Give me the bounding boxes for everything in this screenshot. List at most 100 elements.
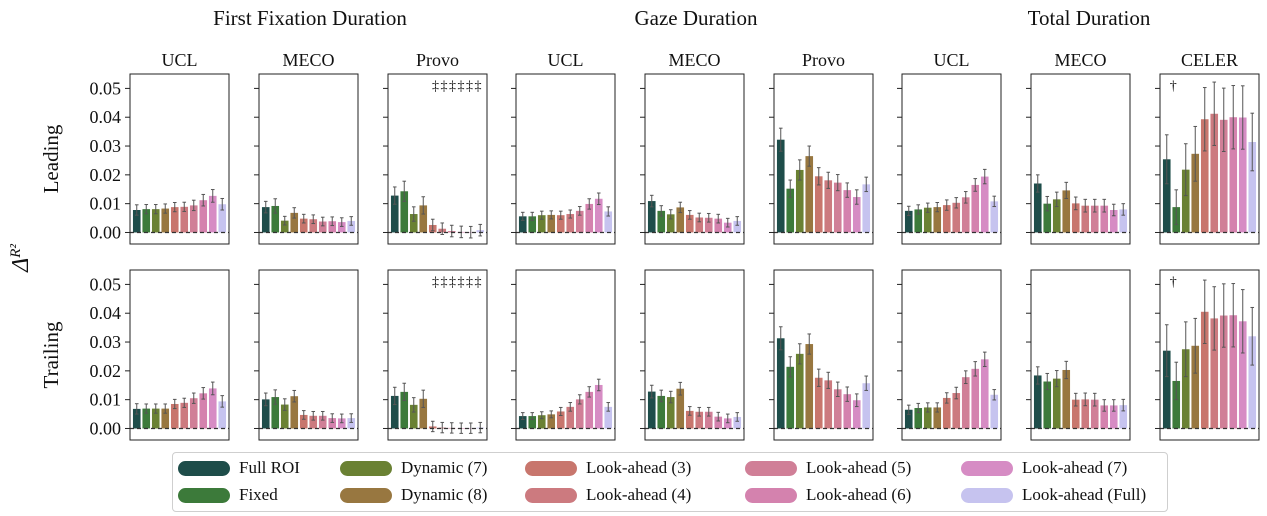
bar-dynamic-8 xyxy=(290,212,299,233)
legend-swatch xyxy=(525,487,577,503)
bar-look-ahead-6 xyxy=(328,418,337,429)
bar-fixed xyxy=(657,210,666,233)
bar-look-ahead-5 xyxy=(318,415,327,429)
bar-look-ahead-full xyxy=(862,184,871,233)
bar-dynamic-8 xyxy=(547,414,556,429)
bar-look-ahead-full xyxy=(1119,405,1128,429)
legend-swatch xyxy=(745,460,797,476)
y-tick-label: 0.04 xyxy=(90,303,122,323)
bar-look-ahead-7 xyxy=(1109,405,1118,429)
bar-look-ahead-full xyxy=(604,406,613,429)
bar-look-ahead-7 xyxy=(980,176,989,233)
bar-dynamic-7 xyxy=(151,408,160,429)
bar-look-ahead-4 xyxy=(1081,205,1090,233)
subplot-trailing-total-duration-ucl xyxy=(897,269,1002,441)
legend-label: Look-ahead (6) xyxy=(806,485,912,504)
panel-first-fixation-duration-meco: MECO xyxy=(254,50,359,441)
bar-look-ahead-7 xyxy=(723,418,732,429)
bar-look-ahead-full xyxy=(604,211,613,233)
bar-look-ahead-4 xyxy=(180,206,189,233)
bar-look-ahead-3 xyxy=(556,215,565,233)
bar-look-ahead-6 xyxy=(1100,205,1109,233)
bar-fixed xyxy=(1172,380,1181,429)
bar-look-ahead-7 xyxy=(337,418,346,429)
bar-look-ahead-7 xyxy=(208,195,217,233)
bar-dynamic-8 xyxy=(933,407,942,429)
bar-look-ahead-6 xyxy=(1229,117,1238,233)
subplot-leading-first-fixation-duration-meco xyxy=(254,73,359,245)
panel-title-gaze-duration-meco: MECO xyxy=(668,50,720,70)
axes-frame xyxy=(901,73,1002,245)
bar-full-roi xyxy=(1162,159,1171,233)
y-tick-label: 0.02 xyxy=(90,361,122,381)
bar-look-ahead-4 xyxy=(824,380,833,429)
legend-label: Look-ahead (5) xyxy=(806,458,912,477)
bar-look-ahead-5 xyxy=(1090,205,1099,233)
bar-full-roi xyxy=(904,210,913,233)
legend-label: Look-ahead (4) xyxy=(586,485,692,504)
bar-dynamic-7 xyxy=(795,169,804,233)
bar-look-ahead-3 xyxy=(814,176,823,233)
axes-frame xyxy=(901,269,1002,441)
bar-look-ahead-6 xyxy=(328,221,337,233)
subplot-trailing-first-fixation-duration-ucl: 0.00 0.01 0.02 0.03 0.04 0.05 xyxy=(90,269,230,441)
bar-full-roi xyxy=(776,338,785,429)
panel-total-duration-meco: MECO xyxy=(1026,50,1131,441)
bar-dynamic-7 xyxy=(1052,199,1061,233)
group-title-first-fixation-duration: First Fixation Duration xyxy=(213,6,407,30)
legend-swatch xyxy=(961,460,1013,476)
y-tick-label: 0.05 xyxy=(90,274,122,294)
bar-dynamic-8 xyxy=(161,208,170,233)
bar-look-ahead-4 xyxy=(1210,318,1219,429)
axes-frame xyxy=(1030,73,1131,245)
bar-dynamic-8 xyxy=(676,388,685,429)
bar-look-ahead-4 xyxy=(309,415,318,429)
bar-look-ahead-full xyxy=(990,201,999,233)
subplot-leading-total-duration-celer: † xyxy=(1155,73,1260,245)
significance-annotation: † xyxy=(1170,79,1179,94)
subplot-trailing-first-fixation-duration-meco xyxy=(254,269,359,441)
bar-look-ahead-7 xyxy=(1238,321,1247,429)
significance-annotation: ‡‡‡‡‡‡ xyxy=(432,275,483,290)
bar-look-ahead-3 xyxy=(299,414,308,429)
bar-look-ahead-7 xyxy=(208,388,217,429)
axes-frame xyxy=(644,269,745,441)
bar-look-ahead-4 xyxy=(824,180,833,233)
bar-dynamic-7 xyxy=(1052,378,1061,429)
bar-look-ahead-3 xyxy=(814,377,823,429)
legend-swatch xyxy=(178,487,230,503)
bar-look-ahead-5 xyxy=(704,217,713,233)
bar-look-ahead-full xyxy=(1248,142,1257,233)
legend-swatch xyxy=(745,487,797,503)
bar-look-ahead-6 xyxy=(585,391,594,429)
subplot-leading-gaze-duration-meco xyxy=(640,73,745,245)
y-tick-label: 0.03 xyxy=(90,332,122,352)
bar-dynamic-7 xyxy=(923,407,932,429)
axes-frame xyxy=(773,73,874,245)
bar-look-ahead-6 xyxy=(843,394,852,429)
bar-fixed xyxy=(914,209,923,233)
bar-dynamic-8 xyxy=(1191,153,1200,233)
bar-look-ahead-3 xyxy=(1071,203,1080,233)
bar-fixed xyxy=(528,416,537,429)
legend-label: Dynamic (8) xyxy=(401,485,488,504)
bar-look-ahead-5 xyxy=(833,182,842,233)
bar-fixed xyxy=(786,366,795,429)
bar-dynamic-7 xyxy=(1181,169,1190,233)
row-label-trailing: Trailing xyxy=(39,321,63,388)
bar-look-ahead-7 xyxy=(1238,117,1247,233)
subplot-leading-first-fixation-duration-ucl: 0.00 0.01 0.02 0.03 0.04 0.05 xyxy=(90,73,230,245)
bar-dynamic-8 xyxy=(419,205,428,233)
delta-r2-label: ΔR² xyxy=(8,244,34,273)
bar-look-ahead-7 xyxy=(1109,210,1118,233)
bar-look-ahead-3 xyxy=(685,214,694,233)
legend-item-look-ahead-3: Look-ahead (3) xyxy=(525,457,691,479)
bar-look-ahead-6 xyxy=(971,184,980,233)
axes-frame xyxy=(1030,269,1131,441)
bar-dynamic-7 xyxy=(537,215,546,233)
subplot-trailing-gaze-duration-ucl xyxy=(511,269,616,441)
bar-full-roi xyxy=(132,408,141,429)
legend-item-look-ahead-full: Look-ahead (Full) xyxy=(961,484,1146,506)
bar-dynamic-7 xyxy=(409,404,418,429)
